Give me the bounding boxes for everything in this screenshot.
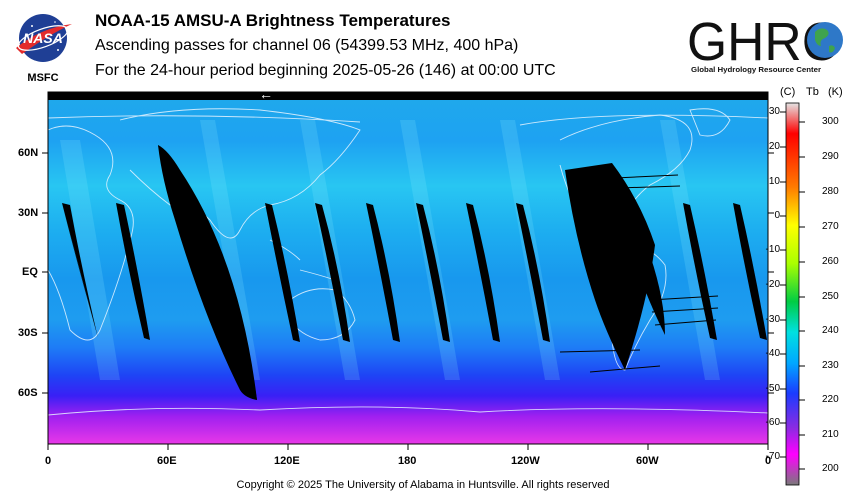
kelvin-tick: 270: [822, 221, 839, 232]
lon-label-180: 180: [398, 455, 417, 467]
celsius-tick: -70: [765, 451, 780, 462]
lon-label-120e: 120E: [274, 455, 300, 467]
period-subtitle: For the 24-hour period beginning 2025-05…: [95, 62, 556, 79]
kelvin-tick: 200: [822, 463, 839, 474]
kelvin-tick: 280: [822, 186, 839, 197]
lat-label-30s: 30S: [18, 327, 38, 339]
kelvin-tick: 220: [822, 394, 839, 405]
colorbar-unit-c: (C): [780, 86, 796, 98]
lon-label-0-east: 0: [765, 455, 772, 467]
colorbar-unit-tb: Tb: [806, 86, 819, 98]
msfc-caption: MSFC: [27, 72, 58, 84]
celsius-tick: 20: [768, 141, 780, 152]
kelvin-tick: 240: [822, 325, 839, 336]
celsius-tick: -10: [765, 244, 780, 255]
celsius-tick: -30: [765, 314, 780, 325]
polar-no-data-band: [48, 92, 768, 100]
celsius-tick: -40: [765, 348, 780, 359]
celsius-tick: 30: [768, 106, 780, 117]
kelvin-tick: 230: [822, 360, 839, 371]
colorbar-unit-k: (K): [828, 86, 843, 98]
nasa-logo: NASA MSFC: [16, 14, 72, 84]
lat-label-eq: EQ: [22, 266, 38, 278]
kelvin-tick: 300: [822, 116, 839, 127]
colorbar: [785, 102, 800, 486]
celsius-tick: 10: [768, 176, 780, 187]
colorbar-ticks: [780, 111, 805, 470]
lon-label-0-west: 0: [45, 455, 52, 467]
celsius-tick: -50: [765, 383, 780, 394]
kelvin-tick: 210: [822, 429, 839, 440]
kelvin-tick: 250: [822, 291, 839, 302]
scan-streaks: [559, 174, 719, 373]
celsius-tick: -60: [765, 417, 780, 428]
swath-gaps: [62, 145, 767, 400]
lon-label-60e: 60E: [157, 455, 177, 467]
nasa-logo-text: NASA: [23, 30, 63, 46]
channel-subtitle: Ascending passes for channel 06 (54399.5…: [95, 37, 519, 54]
lon-label-120w: 120W: [511, 455, 540, 467]
ghrc-caption: Global Hydrology Resource Center: [691, 65, 821, 74]
kelvin-tick: 290: [822, 151, 839, 162]
celsius-tick: 0: [774, 210, 780, 221]
lat-label-60n: 60N: [18, 147, 39, 159]
satellite-direction-marker: ←: [259, 86, 273, 102]
page-title: NOAA-15 AMSU-A Brightness Temperatures: [95, 11, 451, 30]
lon-label-60w: 60W: [636, 455, 659, 467]
kelvin-tick: 260: [822, 256, 839, 267]
celsius-tick: -20: [765, 279, 780, 290]
lat-label-60s: 60S: [18, 387, 38, 399]
copyright-footer: Copyright © 2025 The University of Alaba…: [236, 479, 610, 491]
ghrc-logo: GHRC Global Hydrology Resource Center: [687, 12, 843, 74]
lat-label-30n: 30N: [18, 207, 39, 219]
